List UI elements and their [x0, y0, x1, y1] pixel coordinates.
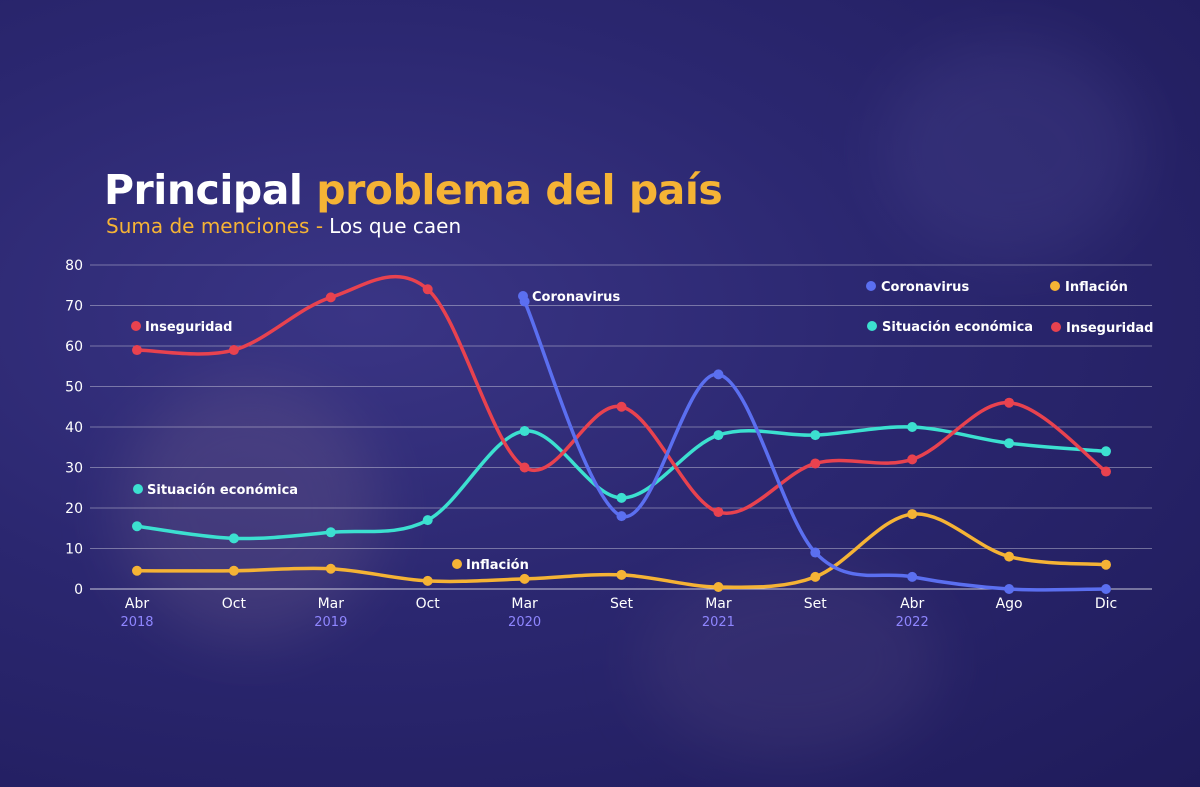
legend-label: Inflación: [1065, 280, 1128, 295]
data-point-coronavirus: [810, 547, 821, 558]
y-tick-label: 70: [65, 299, 83, 315]
data-point-inflacion: [616, 569, 627, 580]
background-blur: [880, 40, 1140, 260]
data-point-situacion-economica: [1004, 438, 1015, 449]
y-tick-label: 30: [65, 461, 83, 477]
y-tick-label: 80: [65, 258, 83, 274]
data-point-coronavirus: [907, 571, 918, 582]
y-tick-label: 40: [65, 420, 83, 436]
y-tick-label: 0: [74, 582, 83, 598]
x-year-label: 2020: [508, 615, 541, 630]
data-point-coronavirus: [713, 369, 724, 380]
data-point-situacion-economica: [519, 426, 530, 437]
x-tick-label: Set: [804, 596, 828, 612]
data-point-situacion-economica: [713, 430, 724, 441]
data-point-situacion-economica: [1101, 446, 1111, 457]
x-tick-label: Oct: [416, 596, 441, 612]
x-year-label: 2021: [702, 615, 735, 630]
x-axis: Abr 2018 Oct Mar 2019 Oct Mar 2020 Set Mar 2021 Set…: [120, 596, 1117, 630]
title-part-white: Principal: [104, 166, 303, 214]
legend-label: Inseguridad: [1066, 321, 1153, 336]
y-tick-label: 60: [65, 339, 83, 355]
data-point-inseguridad: [325, 292, 336, 303]
inline-label: Inflación: [466, 558, 529, 573]
x-tick-label: Mar: [705, 596, 732, 612]
background-blur: [640, 560, 940, 760]
data-point-situacion-economica: [810, 430, 821, 441]
data-point-coronavirus: [1004, 584, 1015, 594]
inline-label: Inseguridad: [145, 320, 232, 335]
data-point-inflacion: [132, 565, 142, 576]
chart-subtitle: Suma de menciones - Los que caen: [106, 214, 461, 238]
legend: Coronavirus Inflación Situación económica I…: [866, 280, 1153, 336]
series-labels: Inseguridad Coronavirus Situación económic…: [131, 290, 620, 573]
legend-swatch: [866, 281, 876, 291]
data-point-inseguridad: [810, 458, 821, 469]
data-point-inseguridad: [422, 284, 433, 295]
data-point-inseguridad: [519, 462, 530, 473]
inline-label-dot: [131, 321, 141, 331]
inline-label-dot: [452, 559, 462, 569]
y-tick-label: 10: [65, 542, 83, 558]
data-point-situacion-economica: [907, 422, 918, 432]
y-tick-label: 50: [65, 380, 83, 396]
series-line-inseguridad: [135, 274, 1108, 515]
subtitle-part-white: Los que caen: [329, 214, 462, 238]
x-tick-label: Abr: [900, 596, 924, 612]
subtitle-part-yellow: Suma de menciones -: [106, 214, 324, 238]
x-tick-label: Mar: [318, 596, 345, 612]
legend-label: Coronavirus: [881, 280, 969, 295]
x-tick-label: Dic: [1095, 596, 1117, 612]
x-tick-label: Abr: [125, 596, 149, 612]
data-point-inflacion: [325, 563, 336, 574]
data-point-inseguridad: [713, 507, 724, 518]
data-point-inflacion: [1101, 559, 1111, 570]
legend-swatch: [1051, 322, 1061, 332]
data-point-situacion-economica: [422, 515, 433, 526]
legend-swatch: [867, 321, 877, 331]
data-point-inflacion: [228, 565, 239, 576]
y-axis: 0 10 20 30 40 50 60 70 80: [65, 258, 83, 598]
data-point-inflacion: [713, 581, 724, 592]
data-point-situacion-economica: [132, 521, 142, 532]
series-line-coronavirus: [522, 299, 1108, 592]
data-point-situacion-economica: [228, 533, 239, 544]
data-point-inseguridad: [1101, 466, 1111, 477]
data-point-inseguridad: [132, 345, 142, 356]
data-point-coronavirus: [616, 511, 627, 522]
legend-label: Situación económica: [882, 320, 1033, 335]
x-year-label: 2019: [314, 615, 347, 630]
data-point-inflacion: [1004, 551, 1015, 562]
x-tick-label: Mar: [511, 596, 538, 612]
inline-label: Situación económica: [147, 483, 298, 498]
inline-label-dot: [133, 484, 143, 494]
data-point-inseguridad: [616, 401, 627, 412]
data-point-inflacion: [810, 571, 821, 582]
gridlines: [90, 264, 1152, 590]
data-point-inflacion: [422, 575, 433, 586]
data-point-inflacion: [907, 509, 918, 520]
data-point-inseguridad: [228, 345, 239, 356]
data-point-inseguridad: [1004, 397, 1015, 408]
title-part-yellow: problema del país: [316, 166, 723, 214]
background-blur: [120, 380, 380, 640]
x-tick-label: Oct: [222, 596, 247, 612]
data-point-coronavirus: [1101, 584, 1111, 594]
x-year-label: 2018: [120, 615, 153, 630]
chart-title: Principal problema del país: [104, 166, 723, 214]
x-year-label: 2022: [896, 615, 929, 630]
data-point-situacion-economica: [616, 492, 627, 503]
inline-label: Coronavirus: [532, 290, 620, 305]
data-point-inflacion: [519, 573, 530, 584]
data-point-inseguridad: [907, 454, 918, 465]
x-tick-label: Set: [610, 596, 634, 612]
legend-swatch: [1050, 281, 1060, 291]
inline-label-dot: [518, 291, 528, 301]
data-point-situacion-economica: [325, 527, 336, 538]
series-points: [132, 284, 1111, 594]
x-tick-label: Ago: [996, 596, 1023, 612]
y-tick-label: 20: [65, 501, 83, 517]
